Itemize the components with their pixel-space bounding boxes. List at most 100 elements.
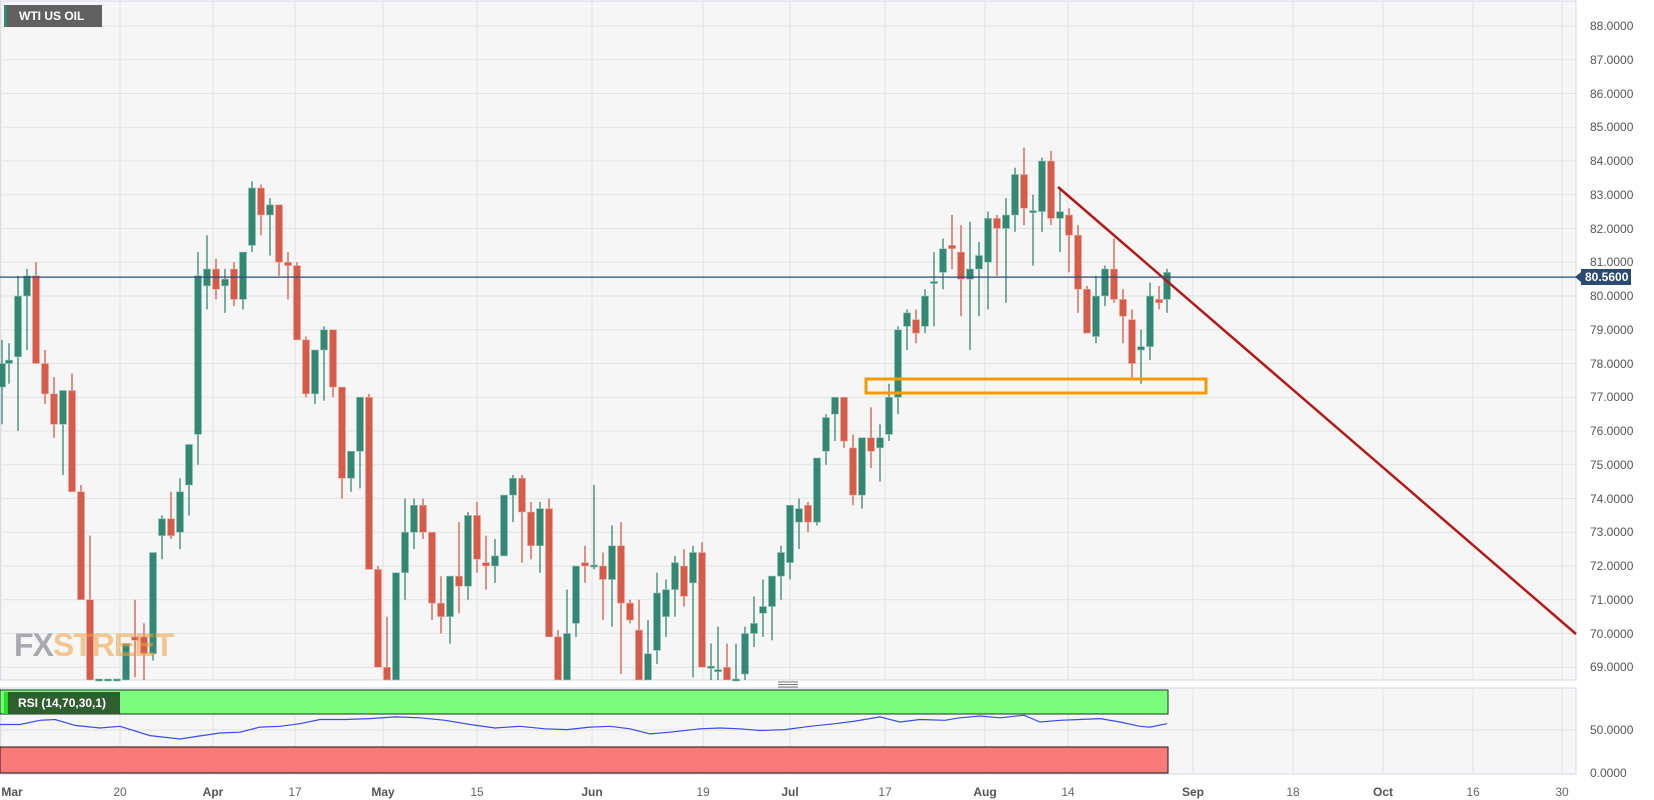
- candle: [545, 498, 553, 638]
- candle: [966, 221, 974, 350]
- candle: [698, 542, 706, 668]
- date-axis-label: Sep: [1181, 785, 1205, 799]
- candle: [930, 252, 938, 327]
- price-axis-label: 75.0000: [1590, 457, 1634, 472]
- candle: [1029, 194, 1037, 266]
- candle: [590, 485, 598, 570]
- candle: [464, 512, 472, 600]
- candle: [104, 678, 112, 682]
- candle: [707, 643, 715, 680]
- candle: [653, 572, 661, 664]
- date-axis-label: May: [371, 785, 395, 799]
- candle: [768, 575, 776, 641]
- price-axis-label: 76.0000: [1590, 424, 1634, 438]
- candle: [876, 424, 884, 482]
- last-price-tag: 80.5600: [1574, 269, 1632, 286]
- candle: [1002, 198, 1010, 303]
- candle: [275, 204, 283, 276]
- price-axis-label: 73.0000: [1590, 525, 1634, 540]
- candle: [446, 575, 454, 644]
- candle: [689, 545, 697, 678]
- candle: [858, 437, 866, 509]
- candle: [750, 596, 758, 647]
- candle: [347, 450, 355, 492]
- candle: [329, 329, 337, 398]
- candle: [320, 326, 328, 401]
- candle: [41, 350, 49, 404]
- candle: [14, 275, 22, 431]
- candle: [912, 309, 920, 344]
- candle: [1146, 282, 1154, 361]
- candle: [68, 373, 76, 493]
- candle: [975, 242, 983, 317]
- candle: [491, 539, 499, 583]
- candle: [572, 565, 580, 637]
- candle: [831, 396, 839, 442]
- candle: [939, 238, 947, 290]
- candle: [5, 343, 13, 384]
- candle: [32, 262, 40, 364]
- price-axis-label: 77.0000: [1590, 390, 1634, 405]
- candle: [822, 414, 830, 465]
- support-zone-rectangle[interactable]: [864, 377, 1208, 395]
- candle: [813, 457, 821, 526]
- price-axis-label: 84.0000: [1590, 154, 1634, 168]
- candle: [266, 198, 274, 256]
- candle: [131, 599, 139, 678]
- price-axis-label: 71.0000: [1590, 592, 1634, 607]
- price-axis-label: 88.0000: [1590, 19, 1634, 33]
- rsi-overbought-zone: [0, 689, 1169, 715]
- candle: [957, 225, 965, 317]
- candle: [1011, 167, 1019, 232]
- candle: [680, 549, 688, 607]
- candle: [777, 545, 785, 600]
- candle: [984, 211, 992, 310]
- candle: [536, 501, 544, 573]
- pane-resize-handle[interactable]: [778, 681, 798, 688]
- candle: [509, 474, 517, 523]
- date-axis-label: Aug: [973, 785, 997, 799]
- candle: [1137, 329, 1145, 384]
- candle: [1110, 238, 1118, 303]
- candle: [626, 599, 634, 624]
- candle: [563, 589, 571, 681]
- descending-trendline[interactable]: [1057, 186, 1577, 635]
- candle: [248, 181, 256, 253]
- candle: [401, 498, 409, 600]
- candle: [311, 349, 319, 404]
- candle: [221, 269, 229, 313]
- date-axis-label: Apr: [202, 785, 224, 799]
- candle: [338, 386, 346, 499]
- candle: [635, 599, 643, 681]
- candle: [419, 498, 427, 539]
- candle: [59, 390, 67, 475]
- candle: [921, 289, 929, 334]
- price-axis-label: 82.0000: [1590, 221, 1634, 236]
- candle: [581, 545, 589, 583]
- candle: [482, 535, 490, 590]
- price-axis-label: 86.0000: [1590, 86, 1634, 101]
- candle: [77, 485, 85, 601]
- main-plot-area[interactable]: [0, 0, 1577, 681]
- date-axis-label: Mar: [1, 785, 23, 799]
- candle: [50, 377, 58, 438]
- candle: [1020, 147, 1028, 226]
- candle: [473, 501, 481, 573]
- candle: [149, 552, 157, 661]
- watermark-fx: FX: [14, 627, 54, 663]
- candle: [894, 326, 902, 415]
- candle: [158, 515, 166, 560]
- candle: [1119, 289, 1127, 344]
- candle: [185, 444, 193, 516]
- candle: [732, 643, 740, 682]
- candle: [804, 501, 812, 533]
- date-axis-label: 20: [113, 785, 127, 799]
- candle: [948, 215, 956, 269]
- price-axis-label: 81.0000: [1590, 255, 1634, 270]
- candle: [392, 572, 400, 681]
- rsi-indicator-badge[interactable]: RSI (14,70,30,1): [4, 692, 121, 714]
- candle: [1128, 309, 1136, 381]
- candle: [714, 626, 722, 680]
